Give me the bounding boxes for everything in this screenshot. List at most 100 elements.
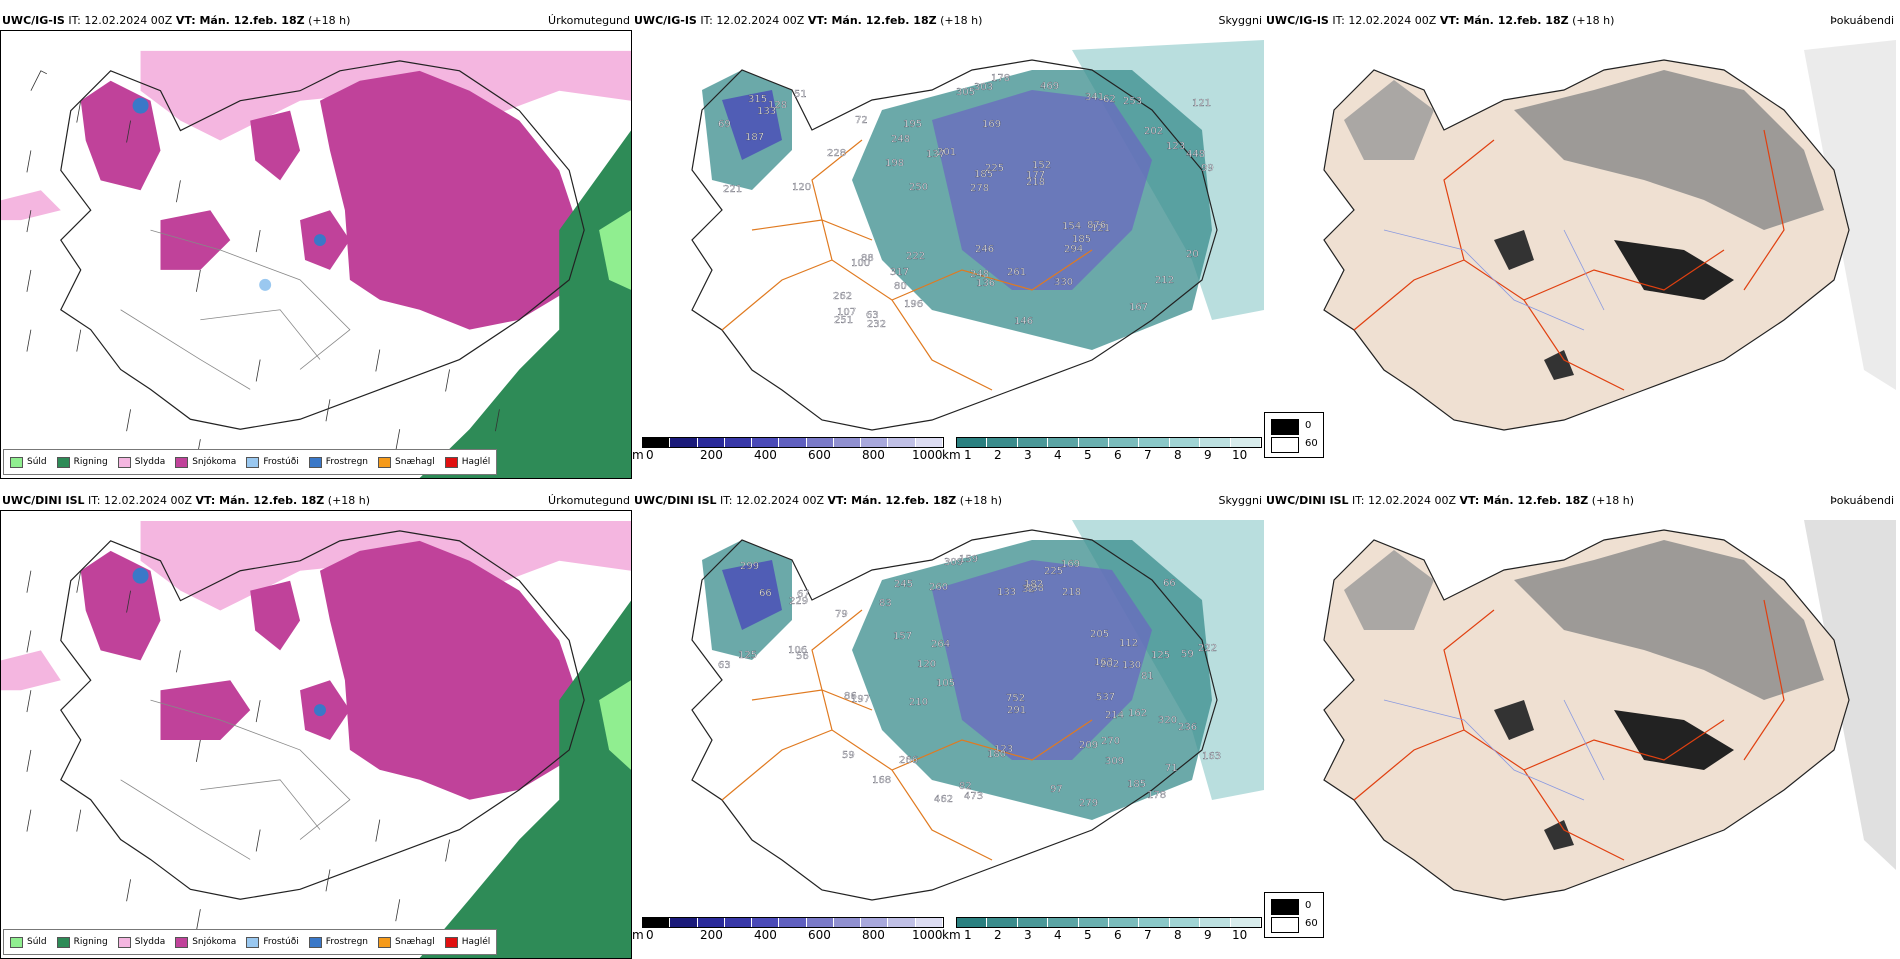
panel-variable: Þokuábendi (1830, 14, 1894, 27)
cloud-map-svg: 1206951187128221315133882012628016915212… (632, 30, 1264, 479)
colorbar-unit: km (942, 928, 961, 942)
panel-title: UWC/DINI ISL IT: 12.02.2024 00Z VT: Mán.… (634, 494, 1003, 507)
cloud-value: 246 (975, 244, 994, 255)
colorbar-cell (888, 438, 916, 447)
panel-variable: Þokuábendi (1830, 494, 1894, 507)
legend-swatch (444, 456, 458, 468)
colorbar-tick: 2 (994, 928, 1002, 942)
cloud-value: 222 (906, 251, 925, 262)
cloud-value: 210 (909, 697, 928, 708)
legend-swatch (175, 456, 189, 468)
cloud-value: 32 (1022, 584, 1035, 595)
legend-swatch (56, 456, 70, 468)
cloud-value: 253 (1123, 96, 1142, 107)
cloud-value: 159 (959, 554, 978, 565)
cloud-value: 338 (1025, 583, 1044, 594)
cloud-value: 169 (1061, 559, 1080, 570)
cloud-value: 262 (833, 291, 852, 302)
colorbar-tick: 7 (1144, 448, 1152, 462)
cloud-value: 66 (1163, 578, 1176, 589)
visibility-colorbar-top: km 1 2 3 4 5 6 7 8 9 10 (942, 437, 1262, 467)
legend-item: Súld (10, 936, 47, 948)
cloud-value: 197 (851, 694, 870, 705)
colorbar-cell (724, 918, 753, 927)
cloud-value: 537 (1096, 692, 1115, 703)
colorbar-cell (779, 918, 807, 927)
cloud-value: 86 (844, 691, 857, 702)
cloud-value: 82 (959, 781, 972, 792)
cloud-value: 212 (1155, 275, 1174, 286)
colorbar-tick: 10 (1232, 448, 1248, 462)
colorbar-cell (987, 438, 1018, 447)
cloud-value: 205 (1090, 629, 1109, 640)
cloud-value: 79 (835, 609, 848, 620)
cloud-value: 309 (944, 557, 963, 568)
colorbar-tick: 1000 (912, 928, 943, 942)
cloud-value: 469 (1040, 81, 1059, 92)
colorbar-tick: 9 (1204, 448, 1212, 462)
cloud-value: 125 (1151, 650, 1170, 661)
fog-map (1264, 510, 1896, 959)
colorbar-cell (1230, 918, 1262, 927)
colorbar-cell (724, 438, 753, 447)
fog-legend-top: 0 60 (1264, 412, 1324, 458)
colorbar-tick: 1000 (912, 448, 943, 462)
fog-legend-bottom: 0 60 (1264, 892, 1324, 938)
legend-item: Slydda (117, 456, 165, 468)
cloud-value: 128 (768, 100, 787, 111)
colorbar-unit: km (942, 448, 961, 462)
colorbar-cell (861, 918, 889, 927)
colorbar-cell (915, 438, 943, 447)
colorbar-cell (1017, 918, 1049, 927)
cloud-value: 294 (1064, 244, 1083, 255)
cloud-value: 80 (894, 281, 907, 292)
colorbar-cell (1169, 438, 1201, 447)
colorbar-swatches (956, 917, 1262, 928)
cloud-value: 309 (1105, 756, 1124, 767)
cloud-value: 218 (1062, 587, 1081, 598)
panel-title: UWC/IG-IS IT: 12.02.2024 00Z VT: Mán. 12… (2, 14, 351, 27)
cloud-value: 121 (1192, 98, 1211, 109)
panel-title: UWC/DINI ISL IT: 12.02.2024 00Z VT: Mán.… (2, 494, 371, 507)
colorbar-tick: 200 (700, 448, 723, 462)
cloud-value: 130 (1122, 660, 1141, 671)
cloud-base-panel-bottom: UWC/DINI ISL IT: 12.02.2024 00Z VT: Mán.… (632, 494, 1264, 959)
colorbar-tick: 2 (994, 448, 1002, 462)
cloud-value: 178 (991, 73, 1010, 84)
colorbar-swatches (956, 437, 1262, 448)
cloud-value: 106 (788, 645, 807, 656)
cloud-value: 169 (982, 119, 1001, 130)
colorbar-cell (806, 438, 834, 447)
colorbar-cell (643, 438, 671, 447)
cloud-value: 462 (934, 794, 953, 805)
cloud-value: 62 (1103, 94, 1116, 105)
cloud-value: 136 (976, 278, 995, 289)
cloud-value: 198 (885, 158, 904, 169)
cloud-value: 250 (909, 182, 928, 193)
colorbar-cell (833, 438, 862, 447)
cloud-value: 202 (1144, 126, 1163, 137)
panel-variable: Úrkomutegund (548, 14, 630, 27)
cloud-value: 162 (1128, 708, 1147, 719)
cloud-value: 225 (985, 163, 1004, 174)
cloud-base-colorbar-top: m 0 200 400 600 800 1000 (632, 437, 944, 467)
colorbar-tick: 600 (808, 928, 831, 942)
precip-type-map: Súld Rigning Slydda Snjókoma Frostúði Fr… (0, 510, 632, 959)
colorbar-tick: 0 (646, 928, 654, 942)
fog-swatch (1271, 917, 1299, 933)
colorbar-cell (1048, 918, 1079, 927)
cloud-base-panel-top: UWC/IG-IS IT: 12.02.2024 00Z VT: Mán. 12… (632, 14, 1264, 479)
cloud-value: 120 (917, 659, 936, 670)
colorbar-cell (1139, 438, 1170, 447)
colorbar-tick: 200 (700, 928, 723, 942)
cloud-value: 163 (1094, 657, 1113, 668)
precip-map-svg (1, 31, 631, 478)
colorbar-cell (1078, 918, 1110, 927)
cloud-value: 107 (837, 307, 856, 318)
cloud-value: 56 (796, 651, 809, 662)
cloud-value: 279 (1079, 798, 1098, 809)
colorbar-cell (752, 918, 780, 927)
colorbar-tick: 800 (862, 928, 885, 942)
cloud-value: 222 (1198, 643, 1217, 654)
legend-swatch (56, 936, 70, 948)
